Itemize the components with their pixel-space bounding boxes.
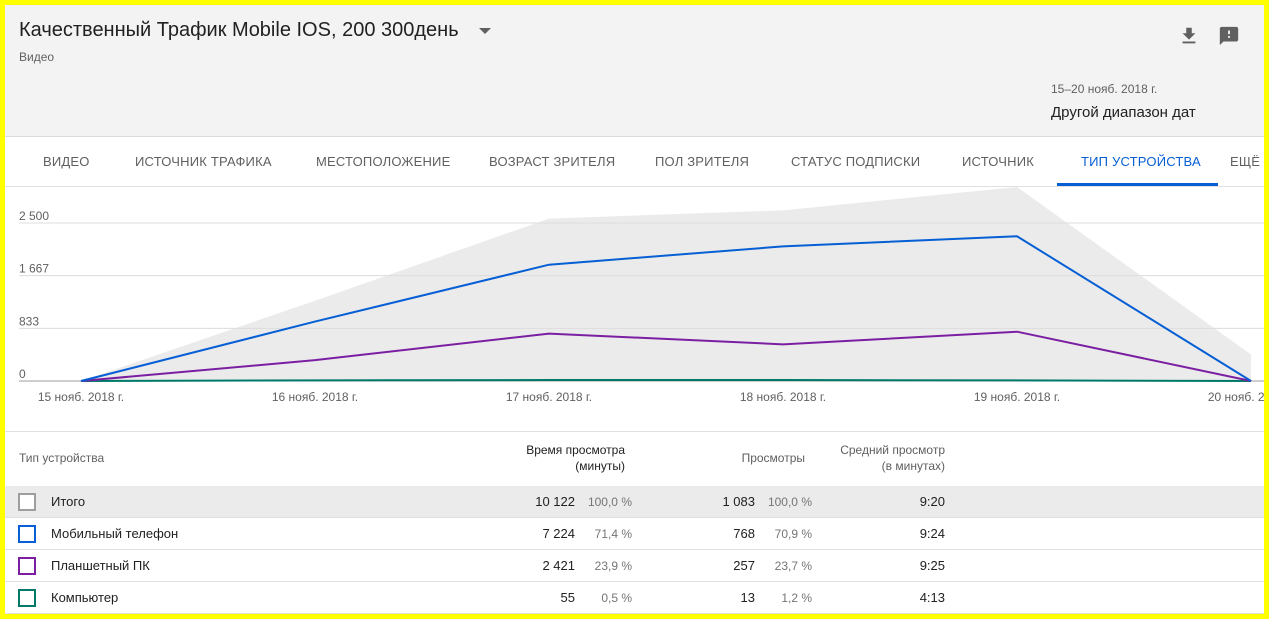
tab-geography[interactable]: МЕСТОПОЛОЖЕНИЕ	[316, 154, 451, 169]
table-row-mobile: Мобильный телефон 7 224 71,4 % 768 70,9 …	[5, 518, 1264, 550]
table-row-total: Итого 10 122 100,0 % 1 083 100,0 % 9:20	[5, 486, 1264, 518]
views-value: 257	[733, 558, 755, 573]
views-value: 1 083	[722, 494, 755, 509]
col-header-views[interactable]: Просмотры	[741, 451, 805, 465]
tab-more[interactable]: ЕЩЁ	[1230, 154, 1261, 169]
col-header-watch-time-line2: (минуты)	[575, 459, 625, 473]
col-header-device-type[interactable]: Тип устройства	[19, 451, 105, 465]
date-range-selector[interactable]: Другой диапазон дат	[1051, 104, 1196, 121]
col-header-watch-time-line1: Время просмотра	[526, 443, 625, 457]
avg-view-value: 9:20	[919, 494, 945, 509]
views-percent: 23,7 %	[774, 559, 812, 573]
tab-viewer-gender[interactable]: ПОЛ ЗРИТЕЛЯ	[655, 154, 750, 169]
avg-view-value: 9:24	[919, 526, 945, 541]
total-area-fill	[81, 187, 1251, 381]
active-tab-indicator	[1057, 183, 1218, 186]
col-header-avg-view[interactable]: Средний просмотр (в минутах)	[840, 442, 945, 474]
series-line	[80, 379, 1252, 382]
download-icon[interactable]	[1178, 25, 1200, 47]
report-title-row[interactable]: Качественный Трафик Mobile IOS, 200 300д…	[19, 19, 491, 42]
views-value: 768	[733, 526, 755, 541]
report-subtitle: Видео	[19, 50, 55, 64]
watch-time-percent: 71,4 %	[594, 527, 632, 541]
x-tick-label: 18 нояб. 2018 г.	[740, 390, 826, 404]
row-label: Планшетный ПК	[51, 558, 150, 573]
watch-time-percent: 100,0 %	[587, 495, 632, 509]
avg-view-value: 4:13	[919, 590, 945, 605]
report-header: Качественный Трафик Mobile IOS, 200 300д…	[5, 5, 1264, 137]
row-checkbox[interactable]	[18, 493, 36, 511]
x-tick-label: 16 нояб. 2018 г.	[272, 390, 358, 404]
table-row-tablet: Планшетный ПК 2 421 23,9 % 257 23,7 % 9:…	[5, 550, 1264, 582]
tab-source[interactable]: ИСТОЧНИК	[962, 154, 1035, 169]
table-row-computer: Компьютер 55 0,5 % 13 1,2 % 4:13	[5, 582, 1264, 614]
row-checkbox[interactable]	[18, 557, 36, 575]
dimension-tabs: ВИДЕО ИСТОЧНИК ТРАФИКА МЕСТОПОЛОЖЕНИЕ ВО…	[5, 138, 1264, 187]
watch-time-value: 7 224	[542, 526, 575, 541]
watch-time-percent: 23,9 %	[594, 559, 632, 573]
views-percent: 100,0 %	[767, 495, 812, 509]
x-tick-label: 17 нояб. 2018 г.	[506, 390, 592, 404]
row-label: Мобильный телефон	[51, 526, 179, 541]
date-range-value: 15–20 нояб. 2018 г.	[1051, 82, 1158, 96]
col-header-avg-view-line2: (в минутах)	[881, 459, 945, 473]
row-checkbox[interactable]	[18, 589, 36, 607]
views-percent: 1,2 %	[781, 591, 812, 605]
avg-view-value: 9:25	[919, 558, 945, 573]
y-tick-label: 0	[19, 367, 26, 381]
watch-time-value: 55	[560, 590, 575, 605]
tab-video[interactable]: ВИДЕО	[43, 154, 90, 169]
feedback-icon[interactable]	[1218, 25, 1240, 47]
report-title: Качественный Трафик Mobile IOS, 200 300д…	[19, 19, 459, 41]
y-tick-label: 2 500	[19, 209, 49, 223]
line-chart: 0 833 1 667 2 500 15 нояб. 2018 г. 16 нояб. 2…	[5, 187, 1264, 431]
row-label: Компьютер	[51, 590, 119, 605]
y-tick-label: 1 667	[19, 262, 49, 276]
x-tick-label: 15 нояб. 2018 г.	[38, 390, 124, 404]
row-checkbox[interactable]	[18, 525, 36, 543]
tab-device-type[interactable]: ТИП УСТРОЙСТВА	[1081, 154, 1201, 169]
series-line	[80, 330, 1252, 382]
col-header-avg-view-line1: Средний просмотр	[840, 443, 945, 457]
watch-time-percent: 0,5 %	[601, 591, 632, 605]
col-header-watch-time[interactable]: Время просмотра (минуты)	[526, 442, 625, 474]
device-type-table: Тип устройства Время просмотра (минуты) …	[5, 431, 1264, 614]
views-percent: 70,9 %	[774, 527, 812, 541]
watch-time-value: 2 421	[542, 558, 575, 573]
chevron-down-icon[interactable]	[478, 27, 491, 34]
row-label: Итого	[51, 494, 86, 509]
y-tick-label: 833	[19, 314, 39, 328]
chart-svg: 0 833 1 667 2 500 15 нояб. 2018 г. 16 нояб. 2…	[19, 187, 1264, 404]
x-tick-label: 20 нояб. 2018 г.	[1208, 390, 1264, 404]
series-line	[80, 235, 1252, 382]
tab-subscription-status[interactable]: СТАТУС ПОДПИСКИ	[791, 154, 921, 169]
watch-time-value: 10 122	[535, 494, 575, 509]
tab-viewer-age[interactable]: ВОЗРАСТ ЗРИТЕЛЯ	[489, 154, 616, 169]
x-tick-label: 19 нояб. 2018 г.	[974, 390, 1060, 404]
views-value: 13	[740, 590, 755, 605]
tab-traffic-source[interactable]: ИСТОЧНИК ТРАФИКА	[135, 154, 272, 169]
